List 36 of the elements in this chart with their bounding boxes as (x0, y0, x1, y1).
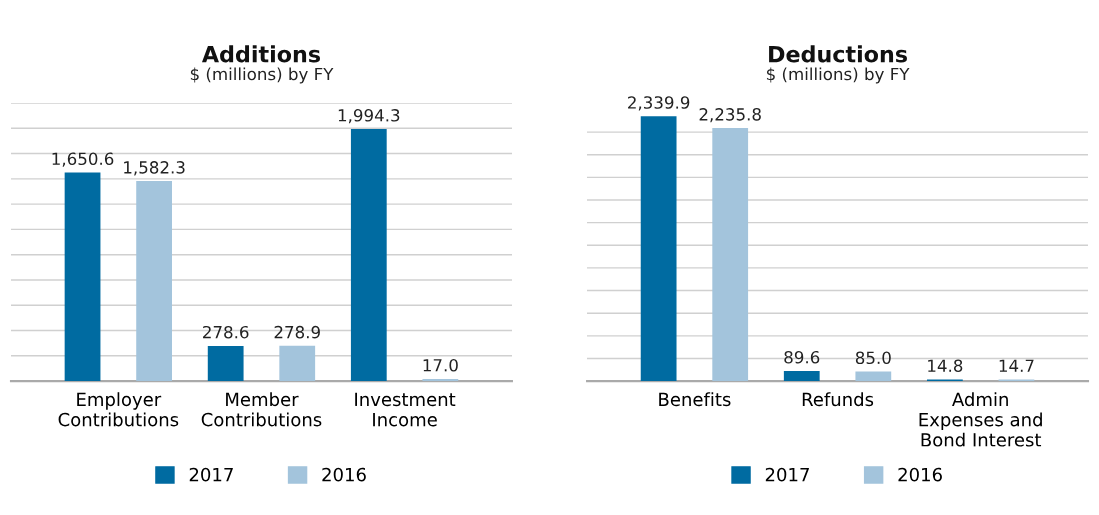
x-tick-label: Member Contributions (201, 392, 322, 427)
bar (350, 129, 387, 382)
chart-subtitle: $ (millions) by FY (766, 67, 910, 84)
bar (640, 116, 677, 382)
legend-label: 2017 (189, 467, 233, 482)
data-label: 2,339.9 (628, 96, 690, 111)
legend-label: 2016 (322, 467, 366, 482)
data-label: 14.8 (928, 359, 963, 373)
x-tick-label: Admin Expenses and Bond Interest (919, 392, 1042, 447)
bar (422, 378, 459, 382)
data-label: 14.7 (999, 359, 1034, 372)
bar (712, 128, 749, 382)
x-tick-label: Employer Contributions (58, 392, 179, 427)
data-label: 89.6 (784, 350, 820, 364)
chart-title: Deductions (769, 45, 907, 63)
data-label: 278.6 (203, 325, 249, 339)
bar (207, 345, 244, 382)
bar (855, 371, 892, 382)
chart-title: Additions (201, 45, 320, 63)
bar (783, 370, 820, 382)
data-label: 1,994.3 (338, 109, 400, 124)
data-label: 17.0 (423, 358, 458, 372)
legend-label: 2017 (765, 467, 809, 482)
x-tick-label: Benefits (659, 392, 731, 407)
data-label: 1,582.3 (124, 161, 185, 176)
data-label: 2,235.8 (699, 108, 761, 123)
bar (279, 345, 316, 382)
bar (64, 172, 101, 382)
x-tick-label: Investment Income (355, 392, 456, 427)
legend-label: 2016 (898, 467, 942, 482)
bar (136, 181, 173, 382)
data-label: 1,650.6 (52, 152, 114, 167)
x-tick-label: Refunds (802, 392, 874, 407)
chart-subtitle: $ (millions) by FY (190, 67, 334, 84)
data-label: 278.9 (274, 325, 320, 339)
data-label: 85.0 (855, 351, 891, 365)
